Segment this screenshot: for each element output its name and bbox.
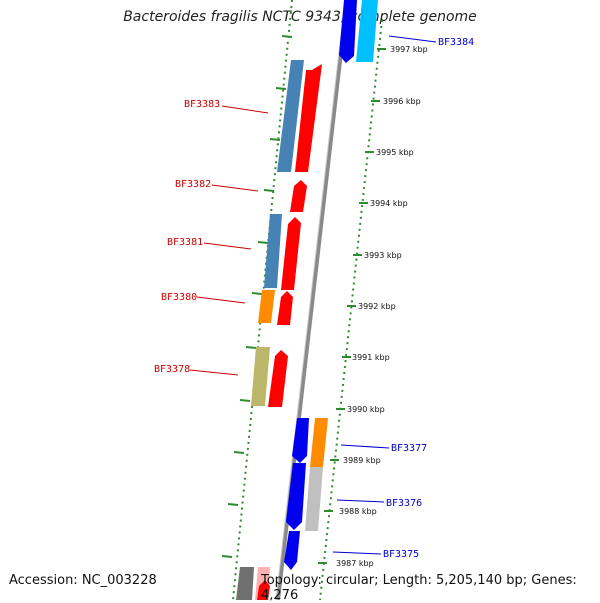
gene-label-bf3381[interactable]: BF3381 xyxy=(167,237,203,248)
tick-label: 3988 kbp xyxy=(339,507,377,516)
gene-bf3378-khaki[interactable] xyxy=(251,347,270,406)
gene-bf3381-red-arrow[interactable] xyxy=(281,217,301,290)
gene-label-bf3382[interactable]: BF3382 xyxy=(175,179,211,190)
forward-gene-labels: BF3384 BF3377 BF3376 BF3375 xyxy=(383,37,474,560)
gene-bf3384-block[interactable] xyxy=(339,0,378,63)
gene-bf3383-red-arrow[interactable] xyxy=(295,64,322,172)
gene-label-bf3380[interactable]: BF3380 xyxy=(161,292,197,303)
reverse-leader-lines xyxy=(189,105,269,376)
gene-bf3380-orange[interactable] xyxy=(258,290,275,323)
inner-ruler-ticks xyxy=(221,35,293,558)
tick-label: 3993 kbp xyxy=(364,251,402,260)
tick-label: 3994 kbp xyxy=(370,199,408,208)
tick-labels: 3997 kbp 3996 kbp 3995 kbp 3994 kbp 3993… xyxy=(336,45,428,568)
gene-label-bf3384[interactable]: BF3384 xyxy=(438,37,474,48)
gene-arrow-cyan[interactable] xyxy=(356,0,378,62)
gene-bf3375-blue-arrow[interactable] xyxy=(284,531,300,570)
outer-ruler-ticks xyxy=(318,48,386,564)
accession-text: Accession: NC_003228 xyxy=(9,573,157,588)
tick-label: 3997 kbp xyxy=(390,45,428,54)
gene-label-bf3378[interactable]: BF3378 xyxy=(154,364,190,375)
gene-label-bf3376[interactable]: BF3376 xyxy=(386,498,422,509)
gene-label-bf3377[interactable]: BF3377 xyxy=(391,443,427,454)
tick-label: 3987 kbp xyxy=(336,559,374,568)
gene-bf3380-red-arrow[interactable] xyxy=(277,291,293,325)
gene-bf3381-steelblue[interactable] xyxy=(264,214,282,288)
tick-label: 3990 kbp xyxy=(347,405,385,414)
gene-bf3378-red-arrow[interactable] xyxy=(268,350,288,407)
outer-dotted-guide xyxy=(319,19,383,600)
gene-bf3383-steelblue[interactable] xyxy=(277,60,304,172)
gene-bf3376-blue-arrow[interactable] xyxy=(286,463,306,530)
gene-bf3377-blue-arrow[interactable] xyxy=(292,418,309,463)
gene-gray-partial[interactable] xyxy=(236,567,254,600)
tick-label: 3991 kbp xyxy=(352,353,390,362)
gene-bf3376-silver[interactable] xyxy=(305,467,323,531)
tick-label: 3996 kbp xyxy=(383,97,421,106)
tick-label: 3989 kbp xyxy=(343,456,381,465)
gene-label-bf3383[interactable]: BF3383 xyxy=(184,99,220,110)
backbone-highlight xyxy=(275,0,346,600)
reverse-gene-labels: BF3383 BF3382 BF3381 BF3380 BF3378 xyxy=(154,99,220,375)
tick-label: 3995 kbp xyxy=(376,148,414,157)
gene-bf3377-orange[interactable] xyxy=(310,418,328,467)
map-title: Bacteroides fragilis NCTC 9343, complete… xyxy=(123,9,477,25)
gene-arrow-blue[interactable] xyxy=(339,0,357,63)
tick-label: 3992 kbp xyxy=(358,302,396,311)
forward-leader-lines xyxy=(332,35,437,555)
gene-label-bf3375[interactable]: BF3375 xyxy=(383,549,419,560)
gene-bf3382-red-arrow[interactable] xyxy=(290,180,307,212)
topology-text: Topology: circular; Length: 5,205,140 bp… xyxy=(261,573,577,603)
gene-red-partial[interactable] xyxy=(257,580,270,600)
